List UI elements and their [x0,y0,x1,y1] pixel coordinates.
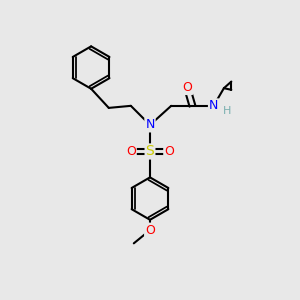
Text: O: O [164,145,174,158]
Text: N: N [145,118,155,131]
Text: O: O [145,224,155,237]
Text: O: O [126,145,136,158]
Text: H: H [223,106,231,116]
Text: O: O [182,81,192,94]
Text: S: S [146,145,154,158]
Text: N: N [209,99,218,112]
